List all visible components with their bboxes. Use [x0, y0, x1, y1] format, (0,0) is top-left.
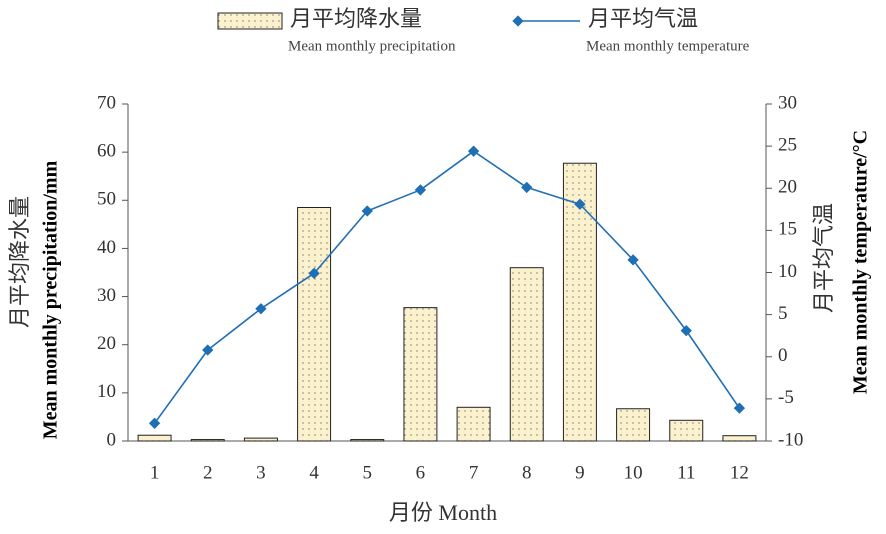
y-tick-label: 40	[97, 237, 116, 258]
line	[153, 150, 741, 424]
marker	[733, 402, 746, 414]
y-tick-label: 20	[97, 333, 116, 354]
legend-marker	[512, 15, 524, 27]
legend-label: 月平均降水量	[290, 6, 422, 31]
bar	[243, 437, 278, 442]
y2-tick-label: -10	[778, 429, 803, 450]
bar	[403, 307, 438, 442]
x-tick-label: 12	[730, 462, 749, 483]
marker	[148, 417, 161, 429]
x-tick-label: 9	[575, 462, 585, 483]
bar	[509, 267, 544, 442]
marker	[361, 205, 373, 217]
y-axis-title-zh: 月平均降水量	[7, 196, 32, 328]
x-tick-label: 7	[469, 462, 479, 483]
y-tick-label: 60	[97, 141, 116, 162]
marker	[255, 303, 267, 315]
x-tick-label: 2	[203, 462, 213, 483]
x-tick-label: 8	[522, 462, 532, 483]
bar	[350, 439, 385, 442]
marker	[414, 184, 427, 196]
marker	[574, 198, 586, 210]
x-tick-label: 10	[624, 462, 643, 483]
bar	[137, 434, 172, 442]
x-tick-label: 3	[256, 462, 266, 483]
bar	[722, 435, 757, 442]
y2-tick-label: 25	[778, 134, 797, 155]
y2-tick-label: 30	[778, 92, 797, 113]
y2-tick-label: 0	[778, 345, 788, 366]
x-tick-label: 5	[363, 462, 373, 483]
legend-label: 月平均气温	[588, 6, 698, 31]
y-tick-label: 50	[97, 189, 116, 210]
x-tick-label: 6	[416, 462, 426, 483]
y2-tick-label: -5	[778, 387, 794, 408]
legend-label-en: Mean monthly precipitation	[288, 38, 456, 54]
x-tick-label: 4	[309, 462, 319, 483]
marker	[521, 181, 533, 194]
bar	[297, 207, 332, 442]
bar	[669, 419, 704, 442]
bar	[616, 408, 651, 442]
y-tick-label: 0	[107, 429, 117, 450]
marker	[202, 344, 214, 356]
y-axis-title: Mean monthly precipitation/mm	[40, 160, 62, 439]
x-axis-title: 月份 Month	[389, 500, 497, 525]
legend-swatch	[217, 12, 283, 30]
y-tick-label: 30	[97, 285, 116, 306]
legend-label-en: Mean monthly temperature	[586, 38, 750, 54]
marker	[308, 267, 320, 279]
bar	[456, 406, 491, 442]
x-tick-label: 1	[150, 462, 160, 483]
y2-axis-title-zh: 月平均气温	[811, 203, 836, 313]
y-tick-label: 70	[97, 92, 116, 113]
y2-tick-label: 15	[778, 219, 797, 240]
y2-axis-title: Mean monthly temperature/°C	[850, 130, 872, 394]
x-tick-label: 11	[677, 462, 695, 483]
y2-tick-label: 5	[778, 303, 788, 324]
y2-tick-label: 20	[778, 177, 797, 198]
y-tick-label: 10	[97, 381, 116, 402]
y2-tick-label: 10	[778, 261, 797, 282]
marker	[467, 145, 480, 157]
bar	[190, 439, 225, 442]
marker	[680, 324, 692, 337]
